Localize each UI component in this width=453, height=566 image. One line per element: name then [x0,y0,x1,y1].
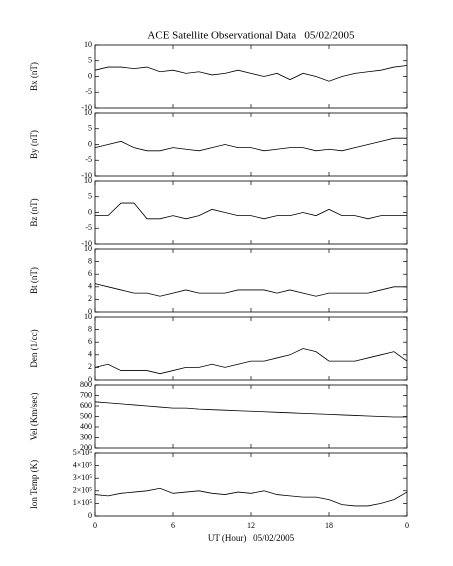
y-tick-label: 0 [88,511,92,520]
y-tick-label: 10 [84,244,92,253]
y-tick-label: 6 [88,269,92,278]
y-tick-label: 600 [80,401,92,410]
y-axis-label: By (nT) [29,130,39,159]
y-axis-label: Bz (nT) [29,198,39,226]
y-tick-label: 400 [80,422,92,431]
y-tick-label: 10 [84,312,92,321]
panel-frame [94,452,408,517]
y-tick-label: 8 [88,256,92,265]
y-tick-label: -10 [81,103,92,112]
panel-frame [94,248,408,313]
y-tick-label: 3×10⁵ [73,473,93,482]
y-axis-label: Bt (nT) [29,267,39,294]
chart-title: ACE Satellite Observational Data 05/02/2… [147,30,355,42]
y-tick-label: 700 [80,390,92,399]
y-tick-label: 4 [88,282,92,291]
x-axis-label: UT (Hour) 05/02/2005 [208,533,295,543]
y-tick-label: 2 [88,362,92,371]
y-tick-label: 5 [88,192,92,201]
x-tick-label: 18 [325,521,333,530]
panel-frame [94,112,408,177]
y-tick-label: -5 [85,87,92,96]
y-tick-label: 0 [88,375,92,384]
y-axis-label: Vel (Km/sec) [29,393,39,441]
panel-frame [94,44,408,109]
y-tick-label: -5 [85,223,92,232]
y-tick-label: 200 [80,443,92,452]
y-tick-label: -5 [85,155,92,164]
y-tick-label: 10 [84,176,92,185]
data-line [94,137,407,152]
y-tick-label: 6 [88,337,92,346]
y-tick-label: 5 [88,56,92,65]
y-tick-label: 0 [88,71,92,80]
x-tick-label: 0 [405,521,409,530]
data-line [94,283,407,297]
y-tick-label: 10 [84,108,92,117]
y-axis-label: Den (1/cc) [29,329,39,367]
y-axis-label: Ion Temp (K) [29,460,39,509]
panel-frame [94,384,408,449]
y-tick-label: -10 [81,171,92,180]
y-tick-label: 8 [88,324,92,333]
y-tick-label: 300 [80,432,92,441]
y-tick-label: 0 [88,307,92,316]
data-line [94,487,408,507]
data-line [94,401,407,418]
y-tick-label: 4 [88,350,92,359]
y-tick-label: 10 [84,40,92,49]
y-tick-label: 500 [80,411,92,420]
y-tick-label: 2×10⁵ [73,486,93,495]
x-tick-label: 0 [93,521,97,530]
data-line [94,348,408,375]
y-tick-label: 2 [88,294,92,303]
y-tick-label: 4×10⁵ [73,460,93,469]
y-tick-label: -10 [81,239,92,248]
y-tick-label: 0 [88,139,92,148]
data-line [95,202,407,220]
y-axis-label: Bx (nT) [29,62,39,91]
x-tick-label: 12 [247,521,255,530]
y-tick-label: 0 [88,207,92,216]
data-line [94,65,408,82]
y-tick-label: 5 [88,124,92,133]
y-tick-label: 800 [80,380,92,389]
y-tick-label: 1×10⁵ [73,498,93,507]
y-tick-label: 5×10⁵ [73,448,93,457]
x-tick-label: 6 [171,521,175,530]
